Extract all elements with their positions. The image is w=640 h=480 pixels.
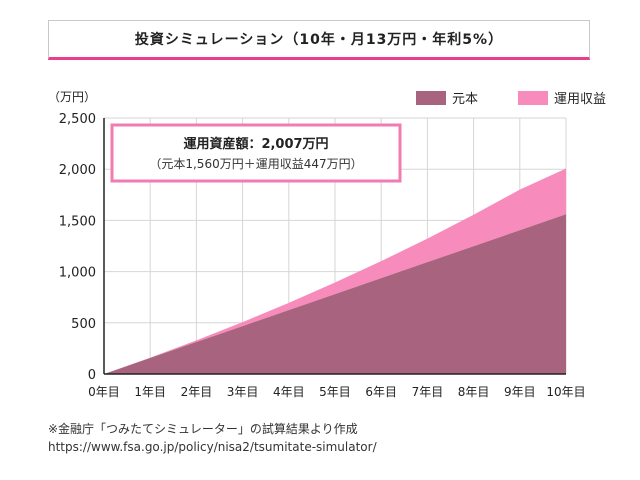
x-tick-label: 4年目 [273, 385, 305, 399]
x-tick-label: 5年目 [319, 385, 351, 399]
x-tick-label: 0年目 [88, 385, 120, 399]
y-unit-label: （万円） [48, 90, 96, 104]
x-tick-label: 10年目 [546, 385, 585, 399]
annotation-total: 運用資産額：2,007万円 [183, 136, 328, 152]
legend-label-運用収益: 運用収益 [554, 92, 606, 107]
x-tick-label: 9年目 [504, 385, 536, 399]
y-tick-label: 2,500 [59, 112, 96, 127]
area-元本 [104, 214, 566, 374]
x-tick-label: 3年目 [227, 385, 259, 399]
y-tick-label: 500 [71, 317, 96, 332]
x-tick-label: 7年目 [412, 385, 444, 399]
x-tick-label: 8年目 [458, 385, 490, 399]
chart-title-box: 投資シミュレーション（10年・月13万円・年利5%） [48, 20, 590, 60]
source-note: ※金融庁「つみたてシミュレーター」の試算結果より作成 [48, 422, 358, 436]
legend-swatch-運用収益 [518, 91, 548, 105]
x-tick-label: 2年目 [181, 385, 213, 399]
legend-label-元本: 元本 [452, 92, 478, 107]
x-tick-label: 6年目 [365, 385, 397, 399]
y-tick-label: 1,000 [59, 266, 96, 281]
y-tick-label: 1,500 [59, 214, 96, 229]
annotation-box [110, 123, 402, 183]
source-url[interactable]: https://www.fsa.go.jp/policy/nisa2/tsumi… [48, 440, 377, 454]
legend-swatch-元本 [416, 91, 446, 105]
annotation-breakdown: （元本1,560万円＋運用収益447万円） [149, 157, 362, 171]
x-tick-label: 1年目 [134, 385, 166, 399]
chart-title: 投資シミュレーション（10年・月13万円・年利5%） [134, 32, 504, 48]
y-tick-label: 2,000 [59, 163, 96, 178]
y-tick-label: 0 [88, 368, 96, 383]
